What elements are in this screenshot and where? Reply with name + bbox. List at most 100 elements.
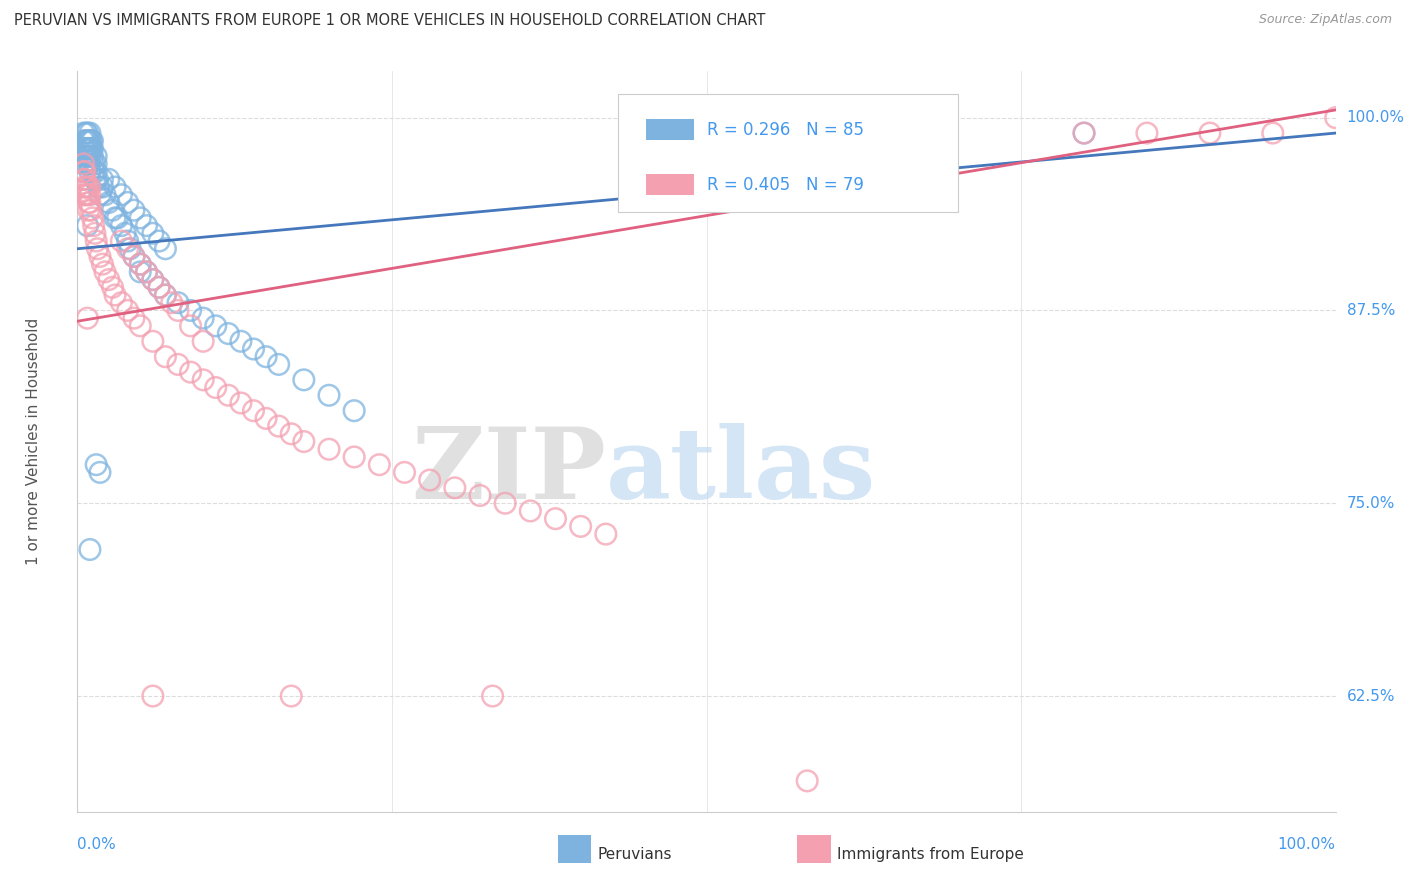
Point <box>75 180 97 194</box>
Point <box>97 172 120 186</box>
Point <box>444 481 467 495</box>
Point <box>117 242 139 256</box>
Point <box>117 303 139 318</box>
Point <box>75 149 97 163</box>
Point <box>1324 111 1347 125</box>
Point <box>117 195 139 210</box>
Point <box>91 172 114 186</box>
Text: 100.0%: 100.0% <box>1278 837 1336 852</box>
Point <box>91 180 114 194</box>
Point <box>129 257 152 271</box>
Point <box>110 187 132 202</box>
Point <box>89 187 111 202</box>
Point <box>104 180 127 194</box>
Point <box>796 773 818 788</box>
Point <box>343 450 366 464</box>
Point <box>217 326 239 341</box>
Point <box>72 172 94 186</box>
Point <box>180 318 202 333</box>
Point <box>75 134 97 148</box>
Text: Immigrants from Europe: Immigrants from Europe <box>837 847 1024 862</box>
Point <box>79 149 101 163</box>
Point <box>89 466 111 480</box>
Point <box>129 211 152 225</box>
Text: 0.0%: 0.0% <box>77 837 117 852</box>
Point <box>135 265 157 279</box>
Point <box>80 134 103 148</box>
Point <box>79 157 101 171</box>
Point <box>229 334 252 349</box>
Point <box>267 358 290 372</box>
Point <box>481 689 503 703</box>
Point <box>89 249 111 264</box>
Point <box>142 334 165 349</box>
Point <box>254 411 277 425</box>
Point <box>1198 126 1220 140</box>
Point <box>72 134 94 148</box>
Point <box>160 295 183 310</box>
Point <box>101 280 124 294</box>
Point <box>86 172 108 186</box>
Point <box>217 388 239 402</box>
Point <box>75 187 97 202</box>
Point <box>79 180 101 194</box>
Text: 75.0%: 75.0% <box>1347 496 1395 511</box>
Point <box>595 527 617 541</box>
Point <box>77 141 100 155</box>
Point <box>76 187 98 202</box>
Point <box>76 219 98 233</box>
Point <box>142 272 165 286</box>
Point <box>79 134 101 148</box>
Point <box>148 280 170 294</box>
Point <box>544 511 567 525</box>
Point <box>318 442 340 457</box>
Point <box>76 149 98 163</box>
Point <box>242 342 264 356</box>
Point <box>155 288 177 302</box>
Text: PERUVIAN VS IMMIGRANTS FROM EUROPE 1 OR MORE VEHICLES IN HOUSEHOLD CORRELATION C: PERUVIAN VS IMMIGRANTS FROM EUROPE 1 OR … <box>14 13 765 29</box>
Text: Source: ZipAtlas.com: Source: ZipAtlas.com <box>1258 13 1392 27</box>
Text: ZIP: ZIP <box>411 423 606 520</box>
Point <box>419 473 441 487</box>
Point <box>75 141 97 155</box>
Point <box>101 203 124 218</box>
Point <box>1073 126 1095 140</box>
Point <box>79 195 101 210</box>
Point <box>135 219 157 233</box>
Point <box>142 227 165 241</box>
Point <box>110 219 132 233</box>
Point <box>80 203 103 218</box>
Point <box>97 195 120 210</box>
Point <box>267 419 290 434</box>
Point <box>84 164 107 178</box>
Text: 62.5%: 62.5% <box>1347 689 1395 704</box>
Bar <box>647 174 695 195</box>
Point <box>72 172 94 186</box>
Point <box>167 358 190 372</box>
Text: Peruvians: Peruvians <box>598 847 672 862</box>
Point <box>83 157 105 171</box>
Point <box>180 365 202 379</box>
Text: 1 or more Vehicles in Household: 1 or more Vehicles in Household <box>25 318 41 566</box>
Point <box>468 489 491 503</box>
Point <box>394 466 416 480</box>
Point <box>82 141 104 155</box>
Point <box>1261 126 1284 140</box>
Point <box>180 303 202 318</box>
Point <box>494 496 516 510</box>
Point <box>76 180 98 194</box>
Point <box>204 380 226 394</box>
Point <box>79 141 101 155</box>
Point <box>77 149 100 163</box>
Point <box>569 519 592 533</box>
Point <box>104 211 127 225</box>
Point <box>77 203 100 218</box>
Point <box>1073 126 1095 140</box>
Point <box>82 134 104 148</box>
Point <box>280 689 302 703</box>
FancyBboxPatch shape <box>619 94 959 212</box>
Point <box>73 172 96 186</box>
Point <box>318 388 340 402</box>
Point <box>76 134 98 148</box>
Point <box>72 141 94 155</box>
